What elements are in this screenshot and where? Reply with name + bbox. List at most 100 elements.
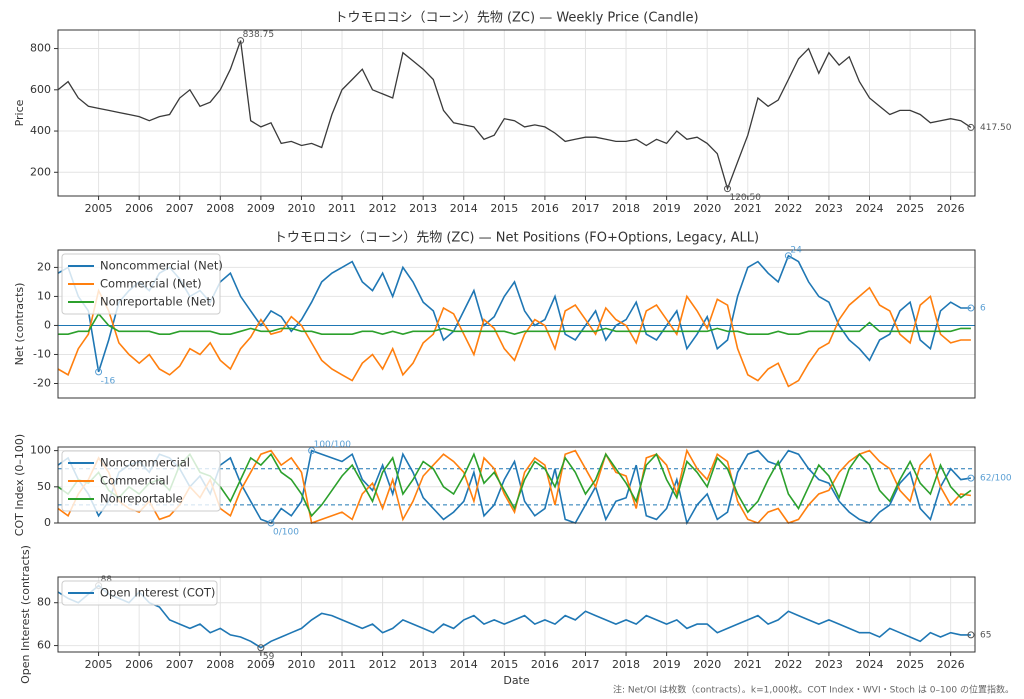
annotation: 838.75 [243, 30, 275, 40]
y-tick-label: 0 [44, 318, 51, 331]
annotation: 6 [980, 304, 986, 314]
plot-frame [57, 576, 976, 653]
x-tick-label: 2012 [369, 658, 397, 671]
series-line [57, 40, 972, 191]
annotation-marker [784, 252, 792, 260]
x-tick-label: 2024 [856, 658, 884, 671]
annotation-marker [267, 519, 275, 527]
annotation-marker [967, 474, 975, 482]
legend-label: Nonreportable (Net) [100, 295, 215, 309]
chart-title: トウモロコシ（コーン）先物 (ZC) — Weekly Price (Candl… [334, 11, 698, 26]
x-tick-label: 2017 [571, 658, 599, 671]
y-axis-label: Open Interest (contracts) [19, 545, 32, 684]
legend-label: Commercial (Net) [100, 277, 202, 291]
y-tick-label: 60 [37, 639, 51, 652]
x-tick-label: 2014 [450, 658, 478, 671]
y-tick-label: -10 [33, 347, 51, 360]
x-tick-label: 2018 [612, 202, 640, 215]
footnote: 注: Net/OI は枚数（contracts）。k=1,000枚。COT In… [613, 684, 1014, 696]
x-tick-label: 2026 [937, 202, 965, 215]
legend: Noncommercial Commercial Nonreportable [61, 450, 221, 512]
x-tick-label: 2022 [774, 202, 802, 215]
annotation: 88 [101, 575, 113, 585]
x-tick-label: 2025 [896, 202, 924, 215]
x-tick-label: 2020 [693, 658, 721, 671]
panel: Open Interest (contracts) Date 60 80 2005 200… [19, 545, 991, 687]
series-line [57, 584, 971, 649]
annotation: 65 [980, 630, 991, 640]
annotation: -16 [101, 376, 116, 386]
annotation-marker [95, 368, 103, 376]
annotation-marker [967, 304, 975, 312]
y-tick-label: 80 [37, 596, 51, 609]
x-tick-label: 2026 [937, 658, 965, 671]
annotation: 100/100 [314, 440, 352, 450]
y-tick-label: 800 [30, 42, 51, 55]
x-tick-label: 2022 [774, 658, 802, 671]
panel: トウモロコシ（コーン）先物 (ZC) — Net Positions (FO+O… [13, 231, 986, 399]
x-tick-label: 2025 [896, 658, 924, 671]
panel: COT Index (0–100) 0 50 100 100/100 0/100 62/10… [13, 434, 1012, 538]
series-line [57, 286, 971, 388]
x-tick-label: 2020 [693, 202, 721, 215]
y-tick-label: 10 [37, 289, 51, 302]
annotation: 24 [790, 245, 802, 255]
annotation-marker [723, 185, 731, 193]
plot-frame [57, 249, 976, 399]
legend-label: Noncommercial [100, 456, 190, 470]
x-axis-label: Date [503, 674, 530, 687]
x-tick-label: 2021 [734, 202, 762, 215]
x-tick-label: 2021 [734, 658, 762, 671]
x-tick-label: 2011 [328, 202, 356, 215]
x-tick-label: 2006 [125, 202, 153, 215]
annotation: 417.50 [980, 123, 1012, 133]
annotation-marker [257, 644, 265, 652]
y-tick-label: 20 [37, 260, 51, 273]
x-tick-label: 2024 [856, 202, 884, 215]
x-tick-label: 2008 [206, 202, 234, 215]
y-axis-label: Net (contracts) [13, 283, 26, 366]
x-tick-label: 2010 [287, 202, 315, 215]
x-tick-label: 2016 [531, 658, 559, 671]
x-tick-label: 2008 [206, 658, 234, 671]
x-tick-label: 2010 [287, 658, 315, 671]
chart-title: トウモロコシ（コーン）先物 (ZC) — Net Positions (FO+O… [274, 231, 759, 246]
x-tick-label: 2014 [450, 202, 478, 215]
x-tick-label: 2015 [490, 658, 518, 671]
y-tick-label: 400 [30, 124, 51, 137]
legend-label: Open Interest (COT) [100, 586, 215, 600]
legend-box [61, 450, 221, 512]
x-tick-label: 2016 [531, 202, 559, 215]
annotation-marker [967, 123, 975, 131]
x-tick-label: 2023 [815, 202, 843, 215]
x-tick-label: 2015 [490, 202, 518, 215]
y-tick-label: 0 [44, 516, 51, 529]
y-axis-label: Price [13, 99, 26, 126]
legend-label: Commercial [100, 474, 169, 488]
y-tick-label: 600 [30, 83, 51, 96]
y-tick-label: 50 [37, 480, 51, 493]
legend: Noncommercial (Net) Commercial (Net) Nonre… [61, 253, 223, 315]
annotation-marker [237, 37, 245, 45]
annotation: 0/100 [273, 528, 299, 538]
x-tick-label: 2007 [166, 658, 194, 671]
x-tick-label: 2023 [815, 658, 843, 671]
series-line [58, 312, 971, 336]
panel: トウモロコシ（コーン）先物 (ZC) — Weekly Price (Candl… [13, 11, 1012, 216]
annotation-marker [308, 447, 316, 455]
y-tick-label: -20 [33, 376, 51, 389]
x-tick-label: 2018 [612, 658, 640, 671]
x-tick-label: 2012 [369, 202, 397, 215]
legend-label: Noncommercial (Net) [100, 259, 223, 273]
x-tick-label: 2005 [85, 202, 113, 215]
annotation-marker [967, 631, 975, 639]
annotation: 59 [263, 652, 275, 662]
y-tick-label: 200 [30, 165, 51, 178]
legend-box [61, 580, 218, 606]
x-tick-label: 2019 [653, 202, 681, 215]
x-tick-label: 2011 [328, 658, 356, 671]
x-tick-label: 2017 [571, 202, 599, 215]
legend-label: Nonreportable [100, 492, 183, 506]
y-tick-label: 100 [30, 444, 51, 457]
